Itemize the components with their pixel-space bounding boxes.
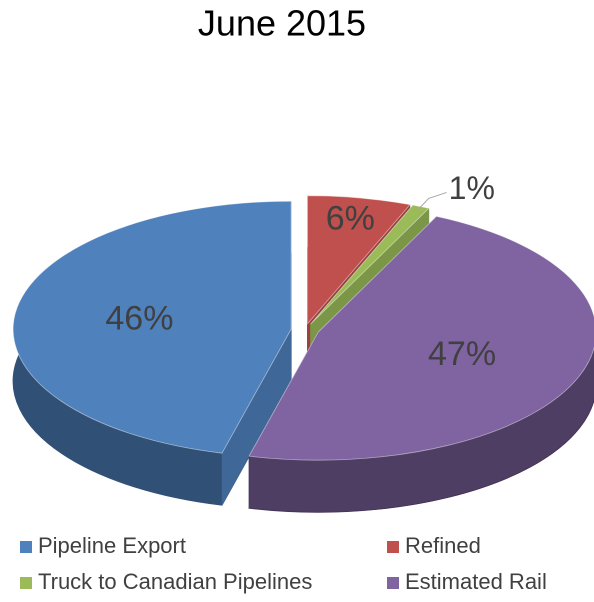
legend-swatch [20,541,32,553]
pie-tops [12,195,594,461]
slice [248,215,594,461]
chart-title: June 2015 [198,3,366,44]
data-label: 6% [326,200,375,238]
data-label: 47% [428,335,496,373]
slice [12,200,292,454]
slice [307,195,411,325]
legend-label: Refined [405,533,481,558]
legend-label: Pipeline Export [38,533,186,558]
data-label: 1% [449,170,495,206]
data-label: 46% [105,299,173,337]
legend-label: Truck to Canadian Pipelines [38,569,312,594]
legend-swatch [387,541,399,553]
data-labels: 46% 6% 1% 47% [105,170,496,373]
leader-line [417,191,447,211]
legend-label: Estimated Rail [405,569,547,594]
legend: Pipeline Export Refined Truck to Canadian … [20,533,547,594]
legend-swatch [20,577,32,589]
legend-swatch [387,577,399,589]
